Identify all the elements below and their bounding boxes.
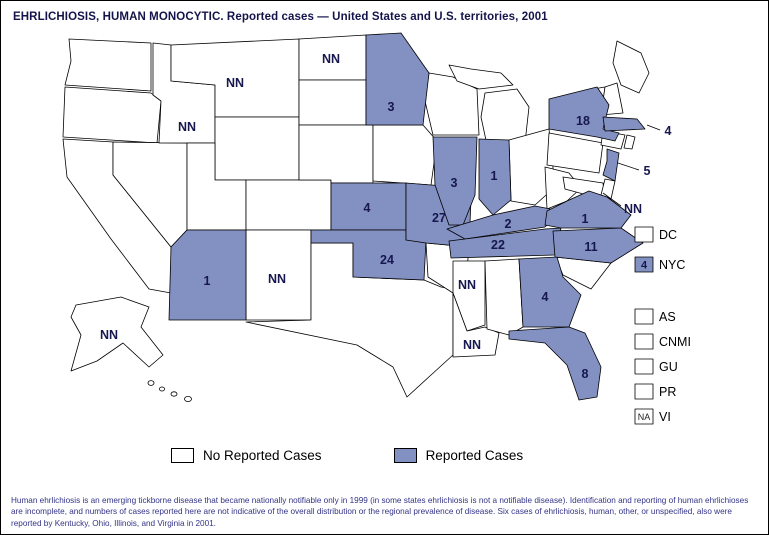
label-north-carolina: 11 bbox=[584, 240, 597, 254]
label-north-dakota: NN bbox=[322, 52, 340, 66]
label-florida: 8 bbox=[582, 367, 589, 381]
as-swatch bbox=[634, 308, 654, 325]
state-hawaii bbox=[147, 380, 192, 402]
state-new-york bbox=[548, 86, 620, 142]
vi-swatch bbox=[634, 408, 654, 425]
maryland-leader-line bbox=[602, 192, 622, 207]
legend-reported-cases: Reported Cases bbox=[393, 448, 524, 463]
map-legend: No Reported Cases Reported Cases bbox=[171, 448, 523, 463]
state-north-carolina bbox=[552, 227, 644, 264]
pr-swatch bbox=[634, 383, 654, 400]
cnmi-swatch bbox=[634, 333, 654, 350]
vi-value: NA bbox=[638, 412, 651, 422]
state-washington bbox=[64, 38, 152, 92]
state-mississippi bbox=[452, 260, 486, 332]
state-maine bbox=[612, 40, 650, 94]
us-map: 3 NN NN NN 1 NN 4 24 27 3 1 2 22 NN NN 4… bbox=[62, 32, 691, 425]
pr-label: PR bbox=[659, 385, 676, 399]
state-arizona bbox=[168, 229, 247, 321]
state-florida bbox=[508, 326, 602, 401]
label-alaska: NN bbox=[100, 328, 118, 342]
label-illinois: 3 bbox=[451, 176, 458, 190]
state-west-virginia bbox=[544, 166, 582, 210]
nyc-value: 4 bbox=[641, 260, 648, 272]
label-kansas: 4 bbox=[364, 201, 371, 215]
massachusetts-leader-line bbox=[646, 124, 661, 131]
dc-swatch bbox=[634, 226, 654, 243]
state-minnesota bbox=[365, 32, 430, 126]
state-louisiana bbox=[452, 292, 500, 358]
state-nebraska bbox=[298, 124, 374, 184]
gu-label: GU bbox=[659, 360, 678, 374]
label-indiana: 1 bbox=[491, 169, 498, 183]
state-rhode-island bbox=[623, 134, 636, 150]
label-tennessee: 22 bbox=[491, 238, 505, 252]
label-virginia: 1 bbox=[582, 212, 589, 226]
figure-footnote: Human ehrlichiosis is an emerging tickbo… bbox=[11, 495, 749, 528]
state-pennsylvania bbox=[546, 132, 604, 174]
no-reported-cases-label: No Reported Cases bbox=[203, 448, 322, 463]
label-kentucky: 2 bbox=[505, 217, 512, 231]
reported-cases-label: Reported Cases bbox=[425, 448, 524, 463]
label-maryland: NN bbox=[624, 202, 642, 216]
vi-label: VI bbox=[659, 410, 671, 424]
state-michigan-up bbox=[448, 64, 514, 90]
label-massachusetts: 4 bbox=[665, 124, 672, 138]
state-massachusetts bbox=[602, 116, 646, 132]
label-idaho: NN bbox=[178, 120, 196, 134]
state-wyoming bbox=[214, 116, 300, 181]
label-oklahoma: 24 bbox=[380, 253, 394, 267]
state-virginia bbox=[544, 190, 632, 229]
new-jersey-leader-line bbox=[617, 162, 640, 171]
nyc-swatch bbox=[634, 256, 654, 273]
legend-no-reported-cases: No Reported Cases bbox=[171, 448, 322, 463]
label-new-mexico: NN bbox=[268, 272, 286, 286]
state-iowa bbox=[372, 124, 438, 186]
state-south-dakota bbox=[298, 79, 367, 126]
label-arizona: 1 bbox=[204, 274, 211, 288]
figure-title: EHRLICHIOSIS, HUMAN MONOCYTIC. Reported … bbox=[13, 11, 548, 23]
state-new-jersey bbox=[602, 148, 620, 182]
gu-swatch bbox=[634, 358, 654, 375]
label-new-jersey: 5 bbox=[644, 164, 651, 178]
state-oregon bbox=[62, 86, 162, 144]
label-missouri: 27 bbox=[432, 211, 446, 225]
label-louisiana: NN bbox=[463, 338, 481, 352]
label-georgia: 4 bbox=[542, 290, 549, 304]
reported-cases-swatch bbox=[393, 448, 417, 463]
label-new-york: 18 bbox=[576, 114, 590, 128]
state-colorado bbox=[245, 179, 332, 231]
state-alabama bbox=[484, 258, 524, 336]
dc-label: DC bbox=[659, 228, 677, 242]
label-mississippi: NN bbox=[458, 278, 476, 292]
no-reported-cases-swatch bbox=[171, 448, 194, 463]
label-minnesota: 3 bbox=[388, 100, 395, 114]
cnmi-label: CNMI bbox=[659, 335, 691, 349]
state-alaska bbox=[70, 296, 164, 372]
state-indiana bbox=[478, 138, 512, 216]
label-montana: NN bbox=[226, 76, 244, 90]
as-label: AS bbox=[659, 310, 676, 324]
nyc-label: NYC bbox=[659, 258, 685, 272]
